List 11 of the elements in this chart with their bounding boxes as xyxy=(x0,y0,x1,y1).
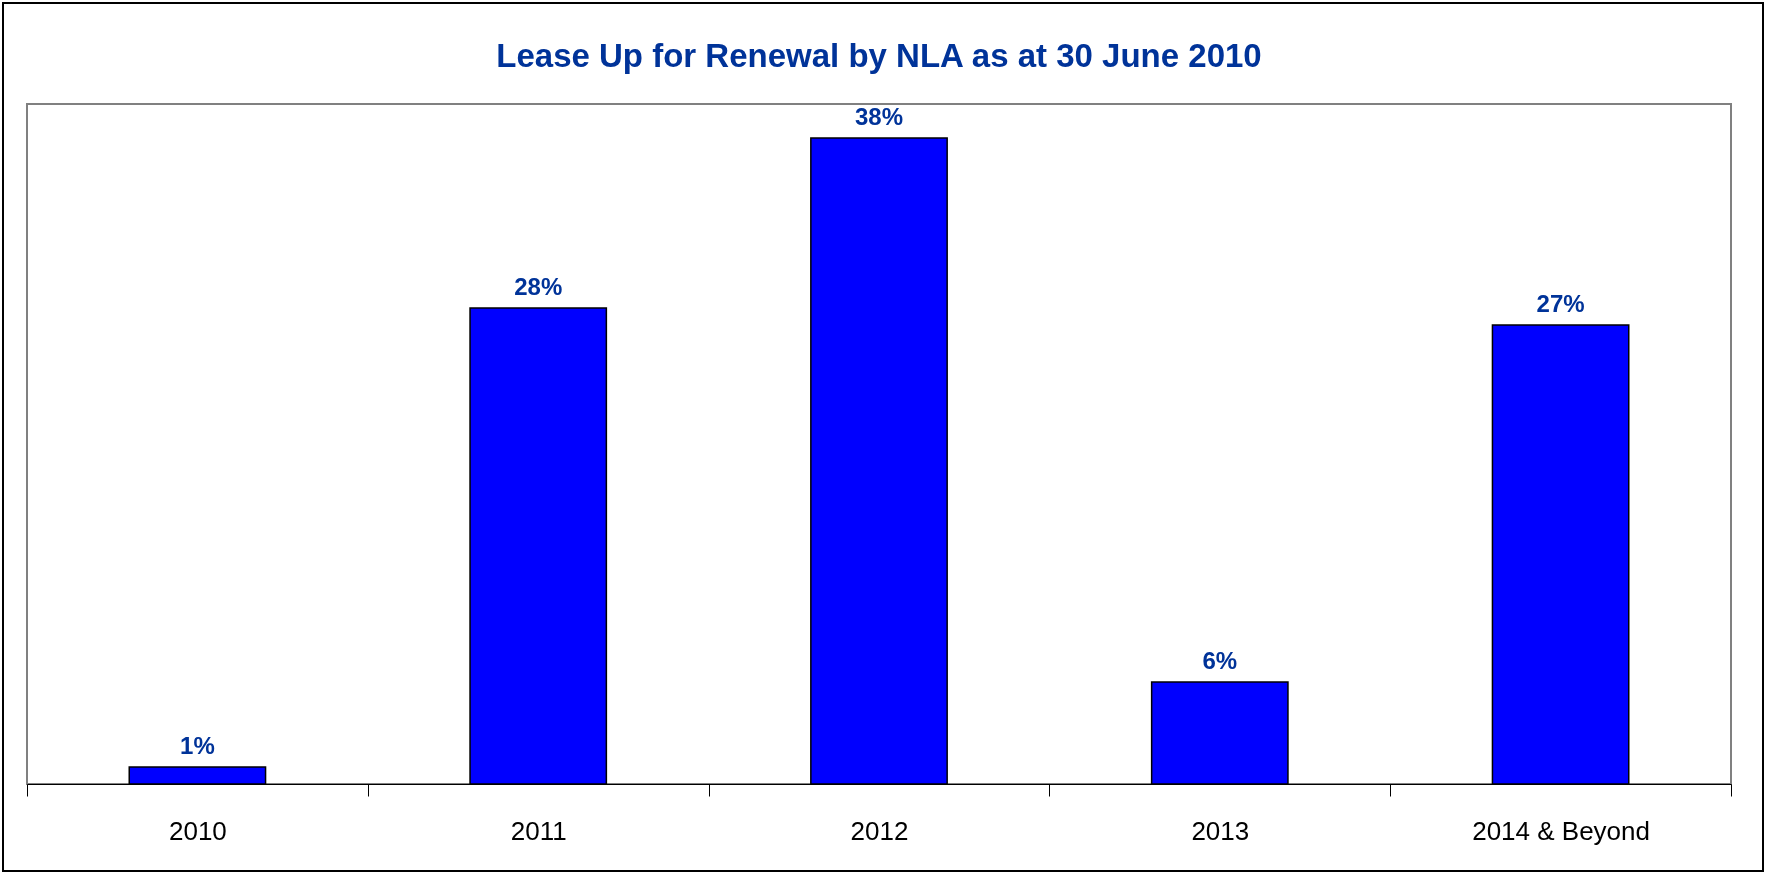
data-label: 28% xyxy=(514,273,563,300)
x-tick-label: 2013 xyxy=(1191,815,1250,846)
data-label: 27% xyxy=(1536,290,1585,317)
data-label: 38% xyxy=(854,103,904,130)
data-label: 6% xyxy=(1202,647,1238,674)
x-tick-label: 2011 xyxy=(510,815,567,846)
x-tick-label: 2014 & Beyond xyxy=(1472,815,1651,846)
x-tick-label: 2012 xyxy=(850,815,909,846)
chart-title: Lease Up for Renewal by NLA as at 30 June 2010 xyxy=(496,37,1262,74)
data-label: 1% xyxy=(180,732,215,759)
x-tick-label: 2010 xyxy=(168,815,227,846)
